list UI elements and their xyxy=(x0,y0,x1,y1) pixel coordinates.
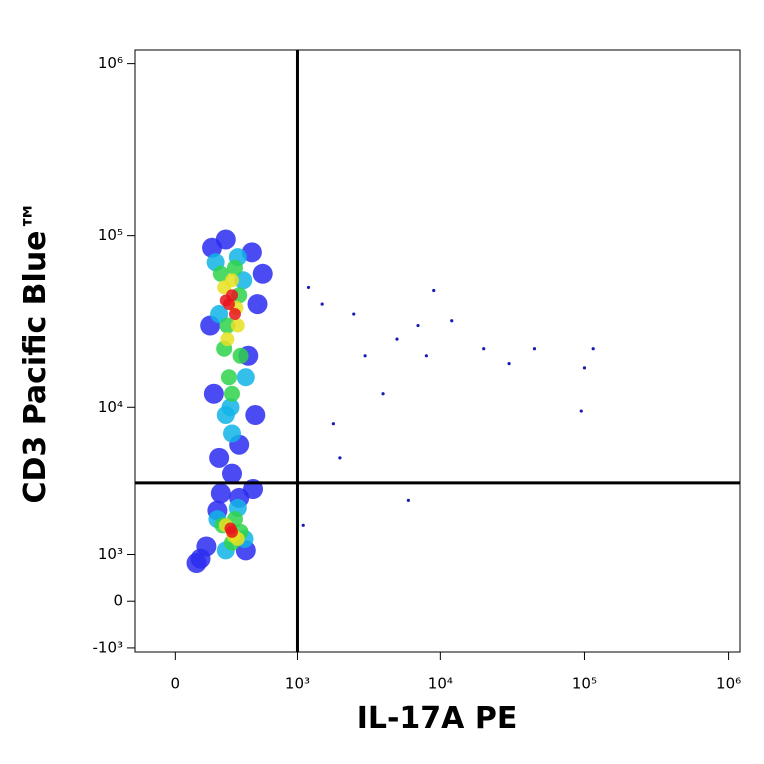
y-tick-label: 10⁵ xyxy=(98,226,123,244)
event-point xyxy=(331,422,335,426)
event-point xyxy=(301,523,305,527)
event-point xyxy=(210,483,231,504)
event-point xyxy=(224,522,237,535)
event-point xyxy=(579,409,583,413)
event-point xyxy=(582,366,587,370)
y-axis-title: CD3 Pacific Blue™ xyxy=(18,200,53,503)
event-point xyxy=(209,447,230,468)
event-point xyxy=(223,424,242,443)
event-point xyxy=(247,294,268,315)
event-point xyxy=(234,271,253,290)
event-point xyxy=(381,392,385,396)
x-tick-label: 10⁶ xyxy=(716,675,741,693)
y-tick-label: 10³ xyxy=(98,545,123,563)
x-tick-label: 10⁵ xyxy=(572,675,597,693)
event-point xyxy=(352,312,356,316)
y-tick-label: -10³ xyxy=(92,638,123,656)
event-point xyxy=(222,463,243,484)
event-point xyxy=(219,317,236,334)
plot-frame xyxy=(134,49,741,653)
event-point xyxy=(507,362,511,366)
event-point xyxy=(482,347,486,351)
event-point xyxy=(230,318,245,333)
event-point xyxy=(450,319,454,323)
event-point xyxy=(306,285,311,290)
event-point xyxy=(226,259,243,276)
y-tick-label: 0 xyxy=(113,592,123,610)
event-point xyxy=(591,347,595,351)
event-point xyxy=(245,405,266,426)
event-point xyxy=(220,332,235,347)
event-point xyxy=(252,263,273,284)
event-point xyxy=(219,294,232,307)
event-point xyxy=(406,498,410,502)
x-tick-label: 10³ xyxy=(285,675,310,693)
event-point xyxy=(395,337,399,341)
event-point xyxy=(186,553,207,574)
event-point xyxy=(203,383,224,404)
x-tick-label: 10⁴ xyxy=(428,675,453,693)
y-tick-label: 10⁴ xyxy=(98,398,123,416)
event-point xyxy=(221,398,240,417)
event-point xyxy=(212,265,229,282)
event-point xyxy=(236,368,255,387)
event-point xyxy=(338,456,342,460)
event-point xyxy=(232,347,249,364)
event-point xyxy=(424,354,428,358)
event-point xyxy=(432,288,436,293)
event-point xyxy=(241,242,262,263)
event-point xyxy=(416,323,420,328)
event-point xyxy=(363,354,367,358)
event-point xyxy=(228,308,241,321)
event-point xyxy=(532,347,537,351)
x-axis-title: IL-17A PE xyxy=(357,701,518,736)
x-tick-label: 0 xyxy=(171,675,181,693)
event-point xyxy=(224,385,241,402)
y-tick-label: 10⁶ xyxy=(98,54,123,72)
event-point xyxy=(320,302,324,306)
event-point xyxy=(220,369,237,386)
event-point xyxy=(225,273,240,288)
event-point xyxy=(215,229,236,250)
